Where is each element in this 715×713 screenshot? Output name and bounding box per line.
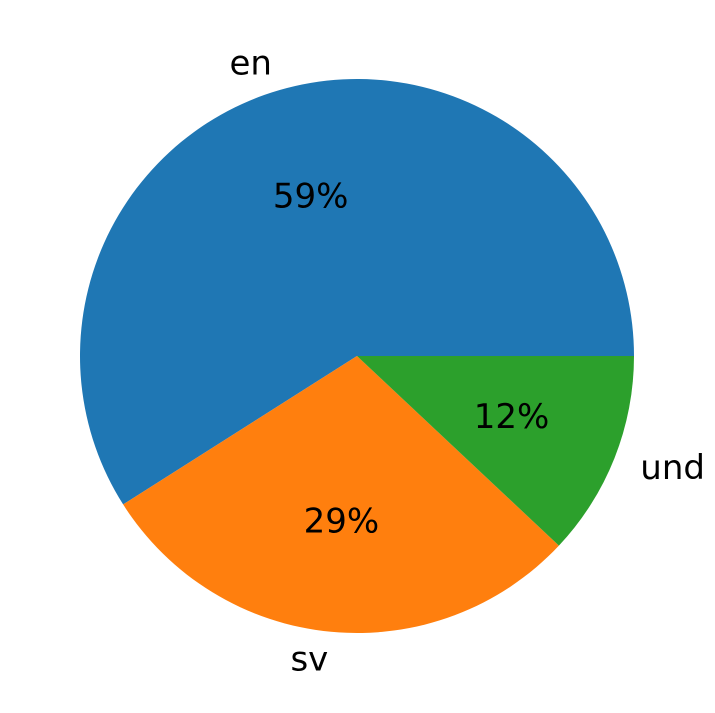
percentage-label-sv: 29% (304, 501, 380, 541)
pie-slice-en (79, 78, 634, 505)
pie-slices (79, 78, 634, 633)
percentage-label-und: 12% (474, 397, 550, 437)
pie-labels: en 59% sv 29% und 12% (230, 43, 705, 679)
percentage-label-en: 59% (273, 176, 349, 216)
category-label-und: und (640, 448, 705, 488)
pie-slice-und (357, 356, 634, 546)
category-label-sv: sv (290, 639, 328, 679)
category-label-en: en (230, 43, 272, 83)
pie-slice-sv (123, 356, 559, 633)
